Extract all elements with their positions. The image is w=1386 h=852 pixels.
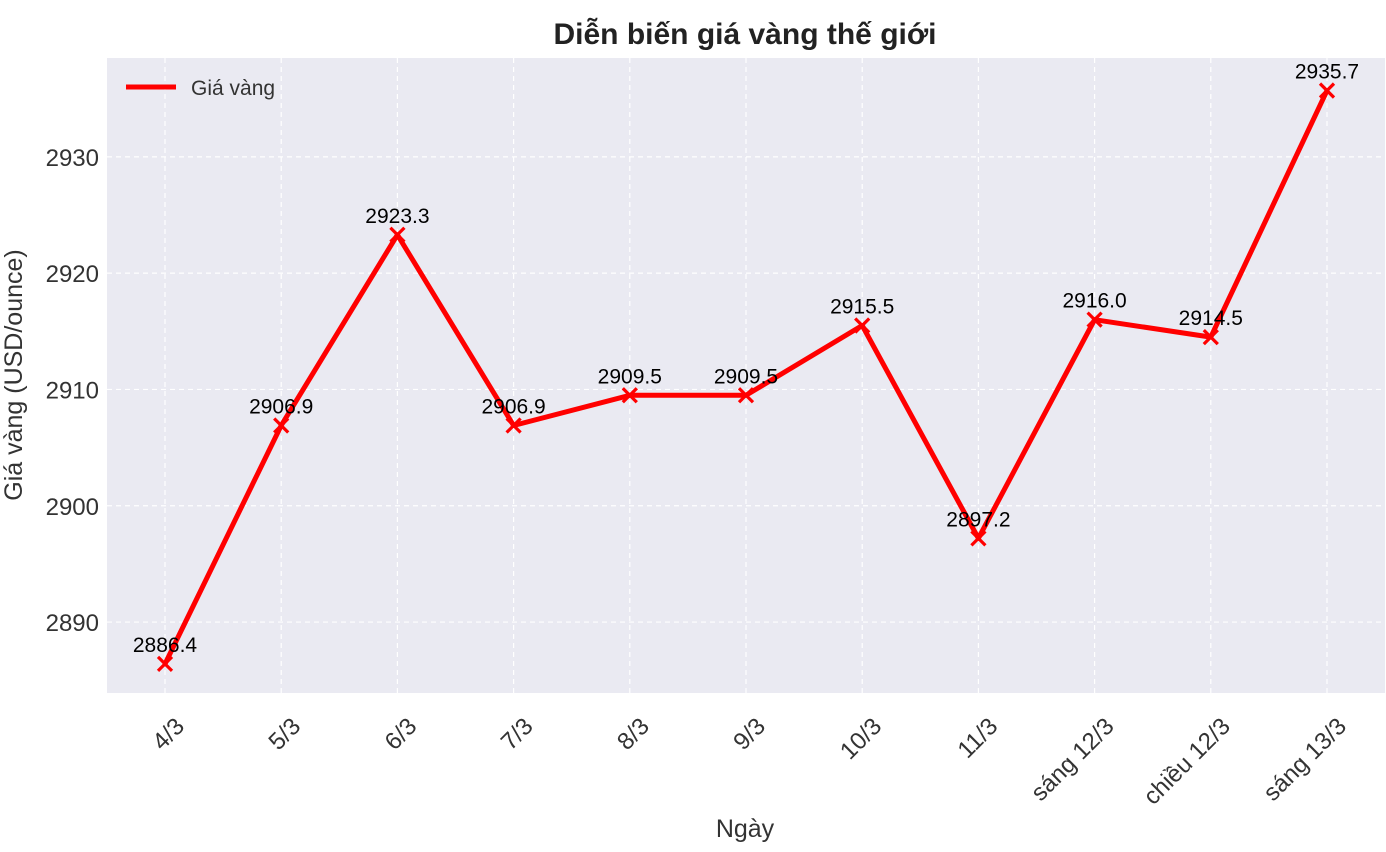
- x-tick-label: 9/3: [728, 713, 771, 756]
- y-tick-label: 2910: [46, 377, 99, 404]
- data-label: 2909.5: [714, 365, 778, 388]
- legend-label: Giá vàng: [191, 77, 275, 100]
- data-point-marker: [156, 655, 174, 673]
- x-tick-label: chiều 12/3: [1138, 713, 1235, 810]
- y-tick-label: 2920: [46, 261, 99, 288]
- x-tick-label: sáng 12/3: [1026, 713, 1120, 807]
- chart-title: Diễn biến giá vàng thế giới: [553, 17, 936, 51]
- marker-stroke: [505, 417, 522, 434]
- series-layer: [156, 82, 1336, 673]
- x-tick-label: 6/3: [380, 713, 423, 756]
- y-tick-label: 2900: [46, 494, 99, 521]
- data-label: 2897.2: [946, 508, 1010, 531]
- data-label: 2886.4: [133, 634, 198, 657]
- marker-stroke: [854, 317, 871, 334]
- legend: Giá vàng: [126, 77, 275, 100]
- y-tick-label: 2930: [46, 145, 99, 172]
- grid: [107, 58, 1385, 693]
- x-tick-label: 11/3: [953, 713, 1004, 764]
- x-axis-title: Ngày: [716, 815, 775, 843]
- data-point-marker: [970, 530, 987, 547]
- data-point-marker: [1202, 328, 1219, 346]
- x-tick-label: 7/3: [496, 713, 539, 756]
- data-point-marker: [273, 417, 290, 434]
- marker-stroke: [737, 387, 755, 404]
- data-label: 2906.9: [481, 396, 545, 419]
- marker-stroke: [273, 417, 290, 434]
- data-label: 2914.5: [1179, 307, 1243, 330]
- y-axis-title: Giá vàng (USD/ounce): [0, 249, 28, 501]
- marker-stroke: [389, 226, 406, 243]
- data-label: 2916.0: [1062, 290, 1126, 313]
- x-tick-label: 8/3: [612, 713, 655, 756]
- marker-stroke: [1318, 82, 1336, 99]
- data-point-marker: [1086, 311, 1103, 328]
- data-point-marker: [1318, 82, 1336, 99]
- y-axis-ticks: 2890 2900 2910 2920 2930: [46, 145, 99, 637]
- data-label: 2935.7: [1295, 61, 1359, 84]
- marker-stroke: [1086, 311, 1103, 328]
- marker-stroke: [1202, 328, 1219, 346]
- data-label: 2906.9: [249, 396, 313, 419]
- x-tick-label: 4/3: [147, 713, 190, 756]
- data-label: 2909.5: [598, 365, 662, 388]
- data-point-marker: [505, 417, 522, 434]
- y-tick-label: 2890: [46, 610, 99, 637]
- data-label: 2915.5: [830, 295, 894, 318]
- data-point-marker: [389, 226, 406, 243]
- x-tick-label: 10/3: [835, 713, 887, 765]
- data-point-marker: [737, 387, 755, 404]
- marker-stroke: [970, 530, 987, 547]
- data-point-marker: [621, 387, 638, 404]
- data-point-marker: [854, 317, 871, 334]
- x-tick-label: sáng 13/3: [1258, 713, 1352, 807]
- data-labels: 2886.4 2906.9 2923.3 2906.9 2909.5 2909.5 2915…: [133, 61, 1359, 657]
- x-tick-label: 5/3: [263, 713, 306, 756]
- marker-stroke: [621, 387, 638, 404]
- x-axis-ticks: 4/3 5/3 6/3 7/3 8/3 9/3 10/3 11/3 sáng 12/3 chiều…: [147, 713, 1352, 810]
- data-label: 2923.3: [365, 205, 429, 228]
- marker-stroke: [156, 655, 174, 673]
